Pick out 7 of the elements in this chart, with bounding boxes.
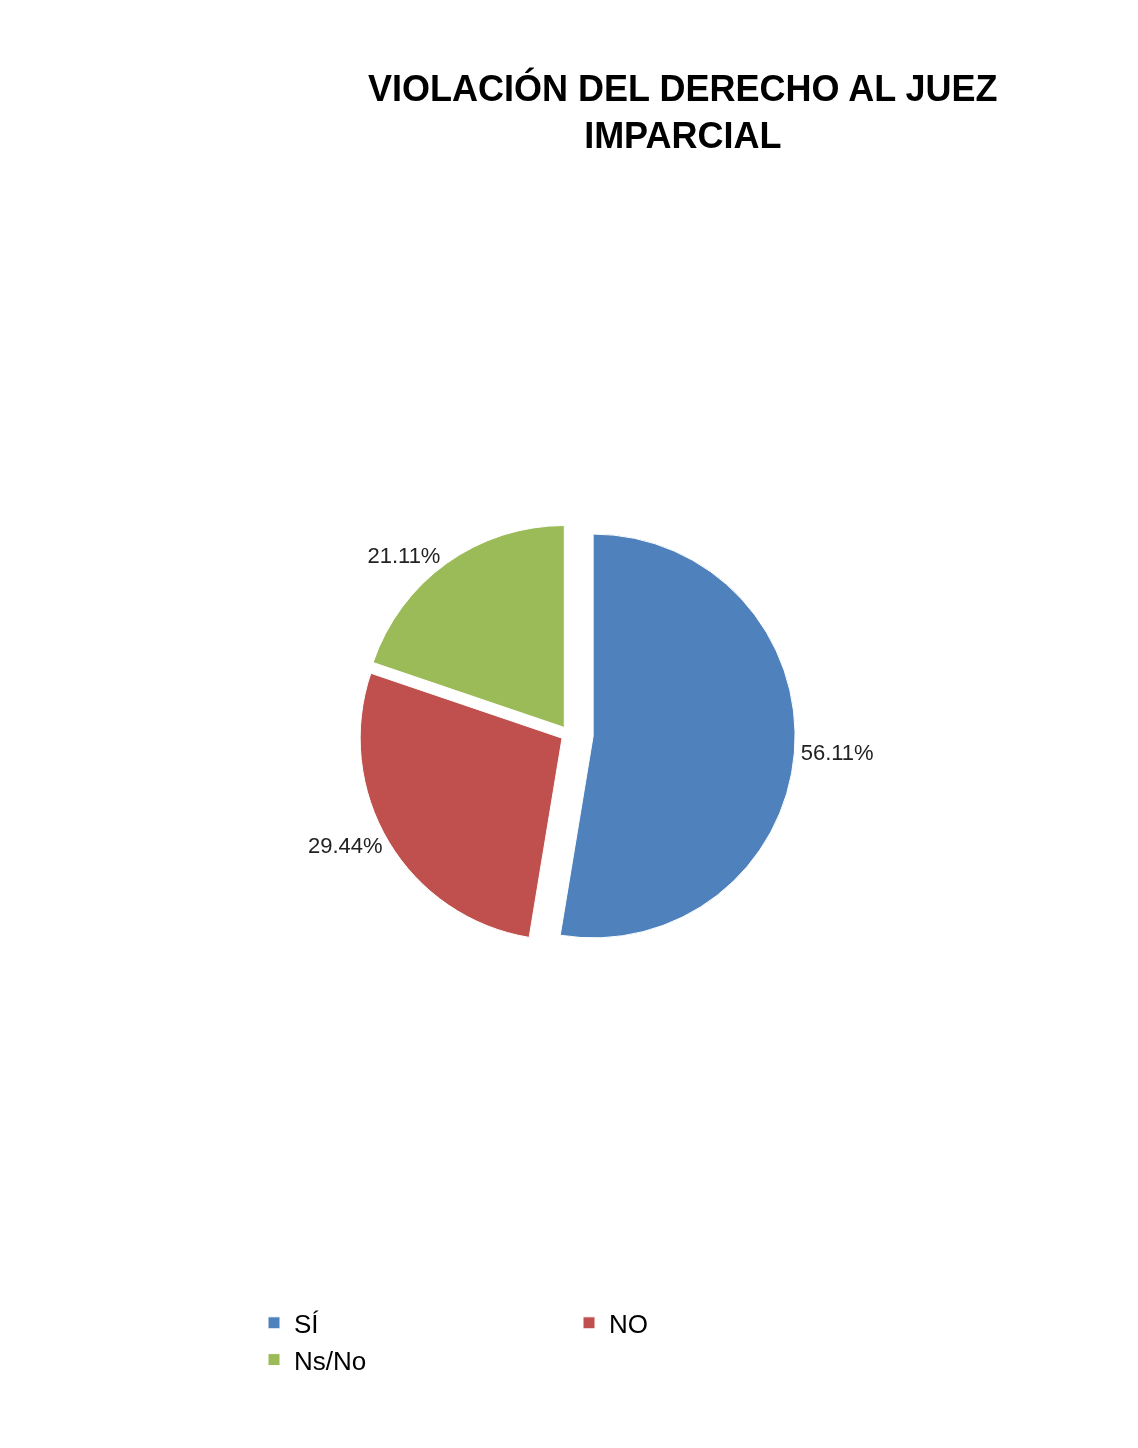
data-label: 56.11% xyxy=(800,740,874,766)
data-label: 29.44% xyxy=(307,832,383,858)
legend-label: NO xyxy=(609,1308,648,1339)
chart-title: VIOLACIÓN DEL DERECHO AL JUEZ IMPARCIAL xyxy=(368,67,998,157)
legend-label: Ns/No xyxy=(294,1345,367,1376)
legend-label: SÍ xyxy=(294,1308,320,1339)
data-label: 21.11% xyxy=(367,542,441,568)
